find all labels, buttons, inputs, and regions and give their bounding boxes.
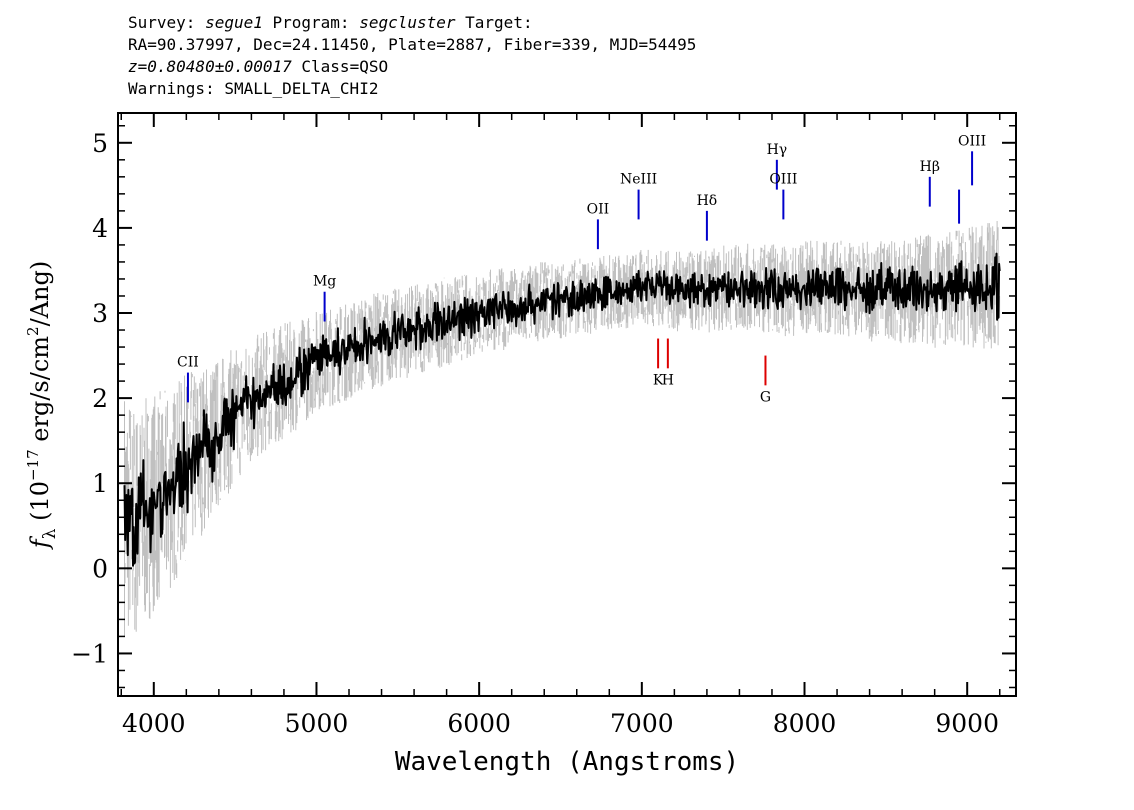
x-tick-label: 4000	[122, 709, 186, 738]
x-tick-label: 8000	[773, 709, 837, 738]
target-label: Target:	[455, 13, 533, 32]
x-tick-label: 5000	[285, 709, 349, 738]
line-marker-label: G	[760, 389, 771, 405]
class-value: Class=QSO	[291, 57, 389, 76]
header-line-coordinates: RA=90.37997, Dec=24.11450, Plate=2887, F…	[128, 35, 697, 54]
y-tick-label: 4	[92, 214, 108, 243]
line-marker-label: OIII	[958, 133, 986, 149]
line-marker-label: CII	[177, 355, 199, 371]
y-tick-label: 3	[92, 299, 108, 328]
program-label: Program:	[262, 13, 360, 32]
y-tick-label: −1	[71, 639, 108, 668]
y-axis-label: fλ (10−17 erg/s/cm2/Ang)	[24, 261, 60, 550]
line-marker-label: Mg	[313, 274, 336, 290]
line-marker-label: Hβ	[920, 159, 940, 175]
spectrum-header: Survey: segue1 Program: segcluster Targe…	[128, 12, 1028, 100]
line-marker-label: NeIII	[620, 172, 657, 188]
header-line-warnings: Warnings: SMALL_DELTA_CHI2	[128, 79, 379, 98]
line-markers: CII Mg OII NeIII Hδ Hγ OIII Hβ OIII KH G	[177, 133, 986, 405]
y-tick-label: 2	[92, 384, 108, 413]
axis-ticks: 4000 5000 6000 7000 8000 9000 −1 0 1 2 3 4 5	[71, 113, 1016, 738]
line-marker-label: Hγ	[767, 142, 788, 158]
y-tick-label: 1	[92, 469, 108, 498]
x-axis-label: Wavelength (Angstroms)	[395, 747, 739, 777]
line-marker-label: K	[653, 372, 664, 388]
line-marker-label: OIII	[769, 172, 797, 188]
program-value: segcluster	[359, 13, 456, 32]
line-marker-label: Hδ	[697, 193, 718, 209]
header-line-survey: Survey: segue1 Program: segcluster Targe…	[128, 12, 1028, 34]
plot-frame	[117, 112, 1017, 697]
survey-value: segue1	[205, 13, 263, 32]
x-tick-label: 7000	[610, 709, 674, 738]
flux-line	[123, 252, 1001, 567]
line-marker-label: H	[662, 372, 674, 388]
header-line-redshift: z=0.80480±0.00017 Class=QSO	[128, 56, 1028, 78]
y-tick-label: 5	[92, 129, 108, 158]
survey-label: Survey:	[128, 13, 206, 32]
flux-series	[123, 252, 1001, 567]
x-tick-label: 9000	[935, 709, 999, 738]
redshift-value: z=0.80480±0.00017	[128, 57, 292, 76]
x-tick-label: 6000	[447, 709, 511, 738]
line-marker-label: OII	[587, 201, 610, 217]
y-tick-label: 0	[92, 554, 108, 583]
